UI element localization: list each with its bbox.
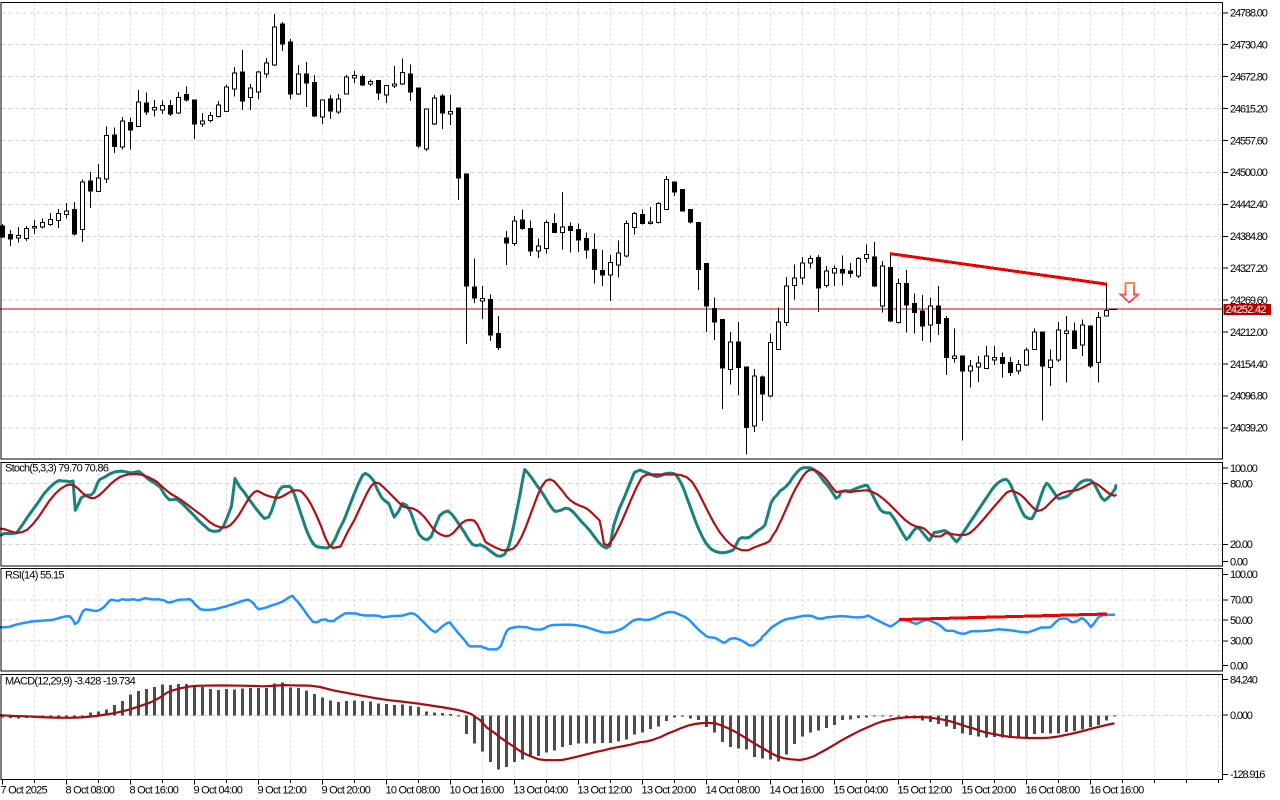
svg-text:13 Oct 04:00: 13 Oct 04:00 <box>514 785 569 797</box>
svg-text:24672.80: 24672.80 <box>1230 71 1268 83</box>
svg-text:24039.20: 24039.20 <box>1230 423 1268 435</box>
svg-text:24096.80: 24096.80 <box>1230 391 1268 403</box>
svg-text:15 Oct 04:00: 15 Oct 04:00 <box>834 785 889 797</box>
svg-text:24252.42: 24252.42 <box>1226 304 1267 316</box>
svg-text:16 Oct 08:00: 16 Oct 08:00 <box>1026 785 1081 797</box>
svg-text:16 Oct 16:00: 16 Oct 16:00 <box>1090 785 1145 797</box>
svg-text:30.00: 30.00 <box>1230 636 1253 648</box>
svg-text:20.00: 20.00 <box>1230 539 1253 551</box>
svg-text:24154.40: 24154.40 <box>1230 359 1268 371</box>
svg-text:24500.00: 24500.00 <box>1230 167 1268 179</box>
svg-text:9 Oct 04:00: 9 Oct 04:00 <box>194 785 243 797</box>
svg-text:15 Oct 20:00: 15 Oct 20:00 <box>962 785 1017 797</box>
svg-text:7 Oct 2025: 7 Oct 2025 <box>1 785 48 797</box>
svg-text:50.00: 50.00 <box>1230 615 1253 627</box>
svg-text:10 Oct 08:00: 10 Oct 08:00 <box>386 785 441 797</box>
svg-text:24557.60: 24557.60 <box>1230 135 1268 147</box>
svg-text:15 Oct 12:00: 15 Oct 12:00 <box>898 785 953 797</box>
svg-text:24269.60: 24269.60 <box>1230 295 1268 307</box>
svg-text:14 Oct 08:00: 14 Oct 08:00 <box>706 785 761 797</box>
svg-text:100.00: 100.00 <box>1230 463 1258 475</box>
svg-text:10 Oct 16:00: 10 Oct 16:00 <box>450 785 505 797</box>
svg-text:80.00: 80.00 <box>1230 479 1253 491</box>
svg-text:0.00: 0.00 <box>1230 660 1248 672</box>
svg-text:13 Oct 12:00: 13 Oct 12:00 <box>578 785 633 797</box>
svg-text:24384.80: 24384.80 <box>1230 231 1268 243</box>
svg-text:8 Oct 08:00: 8 Oct 08:00 <box>66 785 115 797</box>
svg-text:24442.40: 24442.40 <box>1230 199 1268 211</box>
svg-text:-128.916: -128.916 <box>1230 769 1265 781</box>
svg-text:0.00: 0.00 <box>1230 556 1248 568</box>
svg-text:0.000: 0.000 <box>1230 710 1253 722</box>
svg-text:MACD(12,29,9) -3.428 -19.734: MACD(12,29,9) -3.428 -19.734 <box>5 676 136 688</box>
svg-text:13 Oct 20:00: 13 Oct 20:00 <box>642 785 697 797</box>
svg-text:9 Oct 20:00: 9 Oct 20:00 <box>322 785 371 797</box>
svg-text:24615.20: 24615.20 <box>1230 103 1268 115</box>
svg-text:24327.20: 24327.20 <box>1230 263 1268 275</box>
svg-text:24788.00: 24788.00 <box>1230 8 1268 20</box>
svg-text:14 Oct 16:00: 14 Oct 16:00 <box>770 785 825 797</box>
svg-text:RSI(14) 55.15: RSI(14) 55.15 <box>5 570 64 582</box>
svg-text:84.240: 84.240 <box>1230 674 1258 686</box>
svg-text:100.00: 100.00 <box>1230 569 1258 581</box>
svg-text:Stoch(5,3,3) 79.70 70.86: Stoch(5,3,3) 79.70 70.86 <box>5 463 109 475</box>
svg-text:9 Oct 12:00: 9 Oct 12:00 <box>258 785 307 797</box>
svg-text:70.00: 70.00 <box>1230 595 1253 607</box>
svg-text:24212.00: 24212.00 <box>1230 327 1268 339</box>
svg-text:8 Oct 16:00: 8 Oct 16:00 <box>130 785 179 797</box>
svg-text:24730.40: 24730.40 <box>1230 40 1268 52</box>
